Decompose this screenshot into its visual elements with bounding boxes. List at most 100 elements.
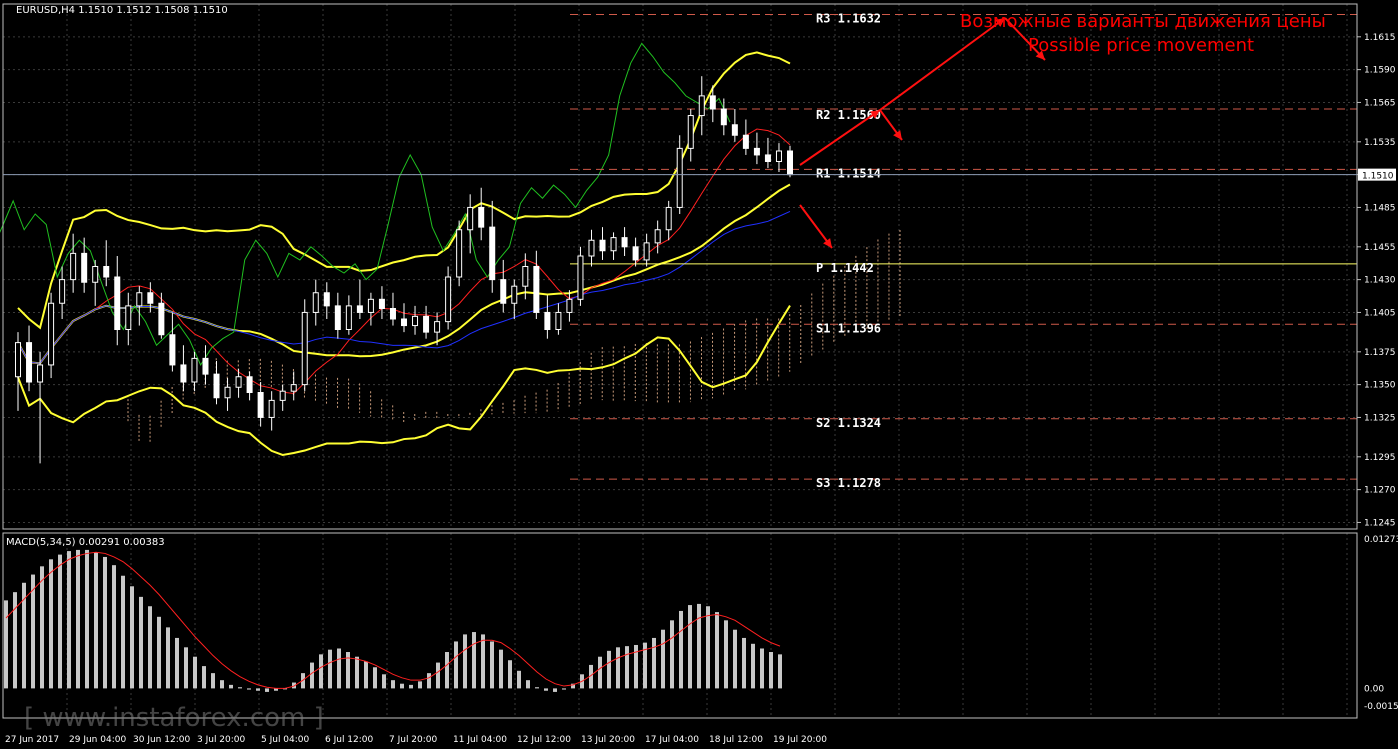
candle[interactable] bbox=[500, 259, 507, 313]
candle[interactable] bbox=[489, 200, 496, 293]
candle[interactable] bbox=[698, 76, 705, 136]
candle[interactable] bbox=[533, 250, 540, 319]
candle[interactable] bbox=[511, 279, 518, 319]
candle[interactable] bbox=[401, 303, 407, 333]
macd-bar bbox=[706, 606, 710, 689]
candle[interactable] bbox=[268, 391, 275, 431]
candle[interactable] bbox=[775, 143, 782, 172]
macd-bar bbox=[535, 687, 539, 689]
current-price-label: 1.1510 bbox=[1362, 172, 1394, 182]
candle[interactable] bbox=[26, 325, 33, 392]
symbol-header: EURUSD,H4 1.1510 1.1512 1.1508 1.1510 bbox=[16, 5, 228, 16]
candle[interactable] bbox=[323, 282, 330, 319]
price-tick-label: 1.1295 bbox=[1364, 453, 1396, 463]
candle[interactable] bbox=[555, 303, 562, 335]
macd-tick-label: -0.0015 bbox=[1364, 702, 1398, 712]
candle-body bbox=[70, 252, 77, 281]
candle[interactable] bbox=[224, 378, 231, 411]
candle[interactable] bbox=[59, 266, 66, 320]
macd-bar bbox=[4, 600, 8, 689]
candle[interactable] bbox=[312, 279, 319, 326]
candle[interactable] bbox=[478, 187, 485, 241]
candle[interactable] bbox=[654, 220, 661, 254]
candle[interactable] bbox=[412, 305, 419, 335]
macd-bar bbox=[328, 649, 332, 689]
candle[interactable] bbox=[202, 345, 209, 385]
candle[interactable] bbox=[15, 332, 21, 411]
candle[interactable] bbox=[158, 292, 165, 339]
candle[interactable] bbox=[345, 295, 352, 335]
candle[interactable] bbox=[456, 220, 463, 287]
candle[interactable] bbox=[169, 312, 176, 372]
candle[interactable] bbox=[753, 132, 760, 165]
candle[interactable] bbox=[467, 194, 474, 254]
candle-body bbox=[224, 386, 231, 399]
macd-bar bbox=[202, 666, 206, 689]
candle-body bbox=[753, 147, 760, 156]
candle[interactable] bbox=[566, 290, 573, 322]
candle[interactable] bbox=[434, 312, 441, 346]
candle[interactable] bbox=[445, 266, 452, 330]
candle[interactable] bbox=[522, 253, 529, 300]
candle-body bbox=[312, 292, 319, 313]
candle[interactable] bbox=[742, 119, 749, 155]
candle[interactable] bbox=[147, 282, 154, 313]
arrow-up-2-head bbox=[995, 18, 1005, 27]
candle-body bbox=[687, 115, 694, 149]
candle[interactable] bbox=[367, 292, 374, 326]
candle[interactable] bbox=[720, 98, 727, 136]
candle[interactable] bbox=[81, 237, 88, 293]
candle[interactable] bbox=[257, 382, 264, 427]
candle-body bbox=[125, 305, 132, 330]
candle-body bbox=[467, 206, 474, 231]
candle[interactable] bbox=[290, 371, 297, 401]
candle[interactable] bbox=[301, 299, 308, 392]
time-tick-label: 18 Jul 12:00 bbox=[709, 735, 763, 745]
macd-bar bbox=[76, 549, 80, 689]
candle[interactable] bbox=[621, 227, 628, 256]
candle-body bbox=[720, 108, 727, 126]
candle[interactable] bbox=[643, 233, 650, 267]
candle[interactable] bbox=[632, 237, 639, 267]
candle-body bbox=[643, 242, 650, 261]
candle[interactable] bbox=[103, 240, 110, 287]
candle[interactable] bbox=[687, 109, 694, 162]
candle[interactable] bbox=[37, 351, 44, 464]
candle[interactable] bbox=[378, 286, 385, 319]
macd-bar bbox=[499, 649, 503, 689]
candle[interactable] bbox=[389, 292, 396, 326]
candle[interactable] bbox=[279, 384, 286, 411]
candle[interactable] bbox=[235, 368, 242, 398]
candle-body bbox=[599, 239, 606, 252]
candle[interactable] bbox=[246, 371, 253, 401]
candle[interactable] bbox=[709, 85, 716, 123]
candle[interactable] bbox=[125, 292, 132, 346]
candle[interactable] bbox=[70, 233, 77, 293]
candle[interactable] bbox=[213, 361, 220, 405]
candle[interactable] bbox=[577, 246, 584, 306]
macd-bar bbox=[40, 566, 44, 689]
candle-body bbox=[268, 399, 275, 418]
candle[interactable] bbox=[544, 295, 551, 339]
candle-body bbox=[235, 376, 242, 388]
candle[interactable] bbox=[423, 305, 430, 339]
candle[interactable] bbox=[92, 259, 99, 306]
candle[interactable] bbox=[48, 292, 55, 379]
candle[interactable] bbox=[665, 200, 672, 241]
candle-body bbox=[676, 147, 683, 208]
macd-bar bbox=[589, 664, 593, 689]
candle[interactable] bbox=[136, 286, 143, 326]
candle[interactable] bbox=[599, 227, 606, 260]
price-tick-label: 1.1590 bbox=[1364, 66, 1396, 76]
candle[interactable] bbox=[610, 232, 617, 260]
candle[interactable] bbox=[356, 279, 363, 319]
candle[interactable] bbox=[180, 345, 187, 392]
candle[interactable] bbox=[191, 351, 198, 392]
candle[interactable] bbox=[731, 109, 738, 142]
candle[interactable] bbox=[334, 292, 341, 339]
candle[interactable] bbox=[114, 256, 121, 346]
candle[interactable] bbox=[588, 229, 595, 267]
candles[interactable] bbox=[15, 76, 793, 464]
candle[interactable] bbox=[764, 137, 771, 169]
